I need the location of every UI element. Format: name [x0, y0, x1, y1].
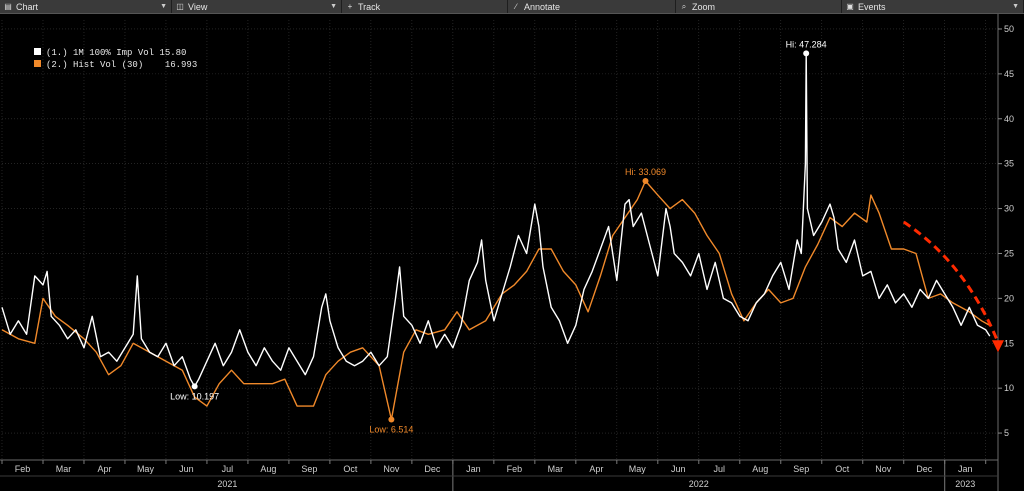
trend-arrow [902, 220, 1004, 353]
chevron-down-icon: ▼ [1012, 3, 1019, 10]
zoom-icon: ⌕ [681, 1, 687, 11]
chart-icon: ▤ [4, 1, 12, 11]
annotation-label: Hi: 47.284 [786, 39, 827, 49]
volatility-chart[interactable]: 5 10 15 20 25 30 35 40 45 50 Feb Mar Apr May Jun Jul Au… [0, 14, 1024, 491]
toolbar-events-menu[interactable]: ▣ Events ▼ [842, 0, 1024, 13]
x-tick-label: Mar [548, 464, 564, 474]
x-tick-label: Dec [916, 464, 933, 474]
annotation-label: Hi: 33.069 [625, 167, 666, 177]
y-tick-label: 40 [1004, 114, 1014, 124]
annotation-marker [388, 416, 395, 423]
chart-legend[interactable]: (1.) 1M 100% Imp Vol 15.80 (2.) Hist Vol… [34, 48, 197, 70]
toolbar-track-label: Track [358, 1, 381, 12]
toolbar-annotate-label: Annotate [524, 1, 561, 12]
chart-grid [1, 20, 998, 460]
y-tick-label: 35 [1004, 159, 1014, 169]
year-label: 2021 [217, 479, 237, 489]
y-tick-label: 30 [1004, 204, 1014, 214]
x-tick-label: Sep [301, 464, 317, 474]
x-tick-label: May [137, 464, 155, 474]
toolbar-events-label: Events [858, 1, 886, 12]
x-tick-label: Jul [714, 464, 726, 474]
y-tick-label: 5 [1004, 428, 1009, 438]
series-line-hist-vol [1, 180, 991, 421]
y-tick-label: 15 [1004, 338, 1014, 348]
x-tick-label: May [629, 464, 647, 474]
toolbar-annotate-menu[interactable]: ∕ Annotate [508, 0, 676, 13]
legend-item-implied: (1.) 1M 100% Imp Vol 15.80 [46, 48, 186, 58]
toolbar-chart-label: Chart [16, 1, 39, 12]
y-tick-label: 20 [1004, 293, 1014, 303]
annotate-icon: ∕ [515, 1, 517, 11]
x-tick-label: Oct [835, 464, 850, 474]
events-icon: ▣ [846, 1, 854, 11]
x-tick-label: Jun [671, 464, 686, 474]
x-tick-label: Aug [752, 464, 768, 474]
x-tick-label: Oct [343, 464, 358, 474]
x-tick-label: Nov [383, 464, 400, 474]
x-tick-label: Dec [424, 464, 441, 474]
annotation-marker [803, 50, 810, 57]
annotation-label: Low: 6.514 [369, 424, 413, 434]
x-tick-label: Feb [507, 464, 523, 474]
y-axis: 5 10 15 20 25 30 35 40 45 50 [997, 14, 1014, 491]
crosshair-icon: + [347, 1, 353, 11]
toolbar-zoom-label: Zoom [692, 1, 716, 12]
x-tick-label: Sep [793, 464, 809, 474]
toolbar-chart-menu[interactable]: ▤ Chart ▼ [0, 0, 172, 13]
toolbar-track-menu[interactable]: + Track [342, 0, 508, 13]
chart-toolbar: ▤ Chart ▼ ◫ View ▼ + Track ∕ Annotate ⌕ … [0, 0, 1024, 14]
x-tick-label: Feb [15, 464, 31, 474]
annotation-marker [642, 178, 649, 185]
toolbar-zoom-menu[interactable]: ⌕ Zoom [676, 0, 842, 13]
annotation-label: Low: 10.197 [170, 391, 219, 401]
x-tick-label: Jul [222, 464, 234, 474]
chart-annotations: Hi: 47.284 Low: 10.197 Hi: 33.069 Low: 6.51… [170, 39, 827, 434]
legend-swatch-implied [34, 48, 41, 55]
x-tick-label: Mar [56, 464, 72, 474]
year-label: 2022 [689, 479, 709, 489]
toolbar-view-menu[interactable]: ◫ View ▼ [172, 0, 342, 13]
series-line-implied-vol [1, 52, 991, 388]
legend-swatch-historical [34, 60, 41, 67]
legend-item-historical: (2.) Hist Vol (30) 16.993 [46, 60, 197, 70]
x-tick-label: Jan [466, 464, 481, 474]
x-tick-label: Aug [260, 464, 276, 474]
x-axis: Feb Mar Apr May Jun Jul Aug Sep Oct Nov Dec Jan Feb M… [0, 459, 998, 491]
chart-series [1, 52, 991, 421]
y-tick-label: 10 [1004, 383, 1014, 393]
x-tick-label: Apr [97, 464, 111, 474]
x-tick-label: Nov [875, 464, 892, 474]
x-tick-label: Jun [179, 464, 194, 474]
y-tick-label: 25 [1004, 248, 1014, 258]
toolbar-view-label: View [188, 1, 208, 12]
chevron-down-icon: ▼ [160, 3, 167, 10]
year-label: 2023 [955, 479, 975, 489]
x-tick-label: Apr [589, 464, 603, 474]
trend-arrow-head [992, 340, 1004, 353]
chevron-down-icon: ▼ [330, 3, 337, 10]
view-icon: ◫ [176, 1, 184, 11]
y-tick-label: 50 [1004, 24, 1014, 34]
x-tick-label: Jan [958, 464, 973, 474]
trend-arrow-line [902, 220, 1000, 343]
annotation-marker [191, 383, 198, 390]
y-tick-label: 45 [1004, 69, 1014, 79]
